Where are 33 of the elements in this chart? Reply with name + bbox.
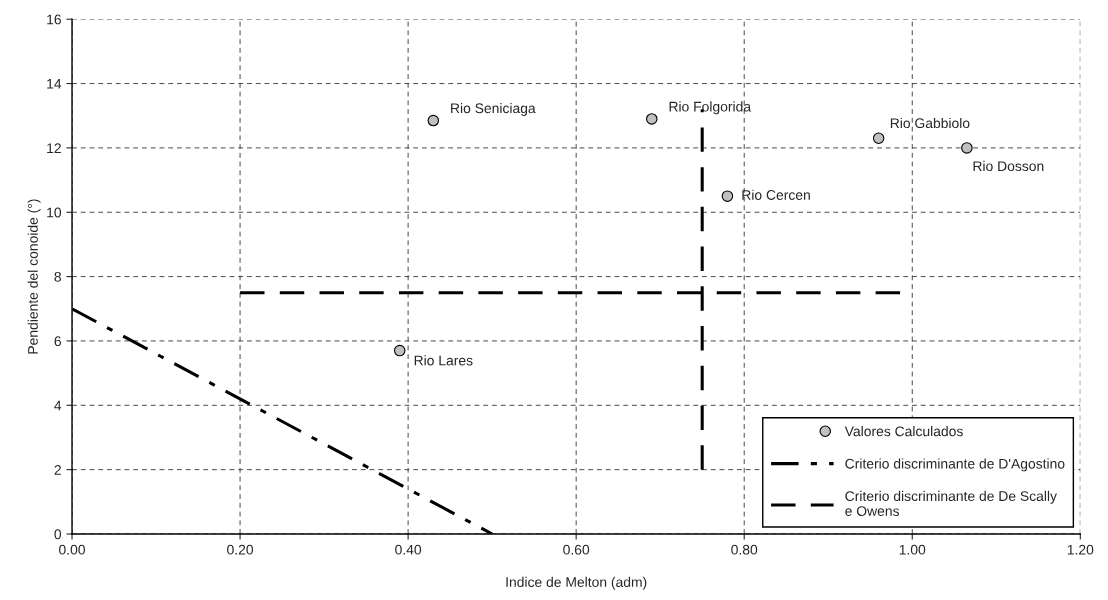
- annotation: Rio Lares: [414, 355, 473, 366]
- legend-label: Criterio discriminante de D'Agostino: [845, 458, 1065, 472]
- y-tick-label: 4: [54, 400, 62, 411]
- y-axis-title: Pendiente del conoide (°): [27, 199, 41, 354]
- point: [872, 132, 885, 145]
- x-tick-label: 0.80: [731, 544, 758, 555]
- y-tick-label: 6: [54, 336, 61, 347]
- point: [646, 113, 658, 125]
- y-tick-label: 0: [54, 529, 62, 540]
- legend-label: Criterio discriminante de De Scally e Owens: [845, 490, 1057, 516]
- annotation: Rio Folgorida: [669, 101, 752, 115]
- y-tick-label: 2: [54, 464, 61, 475]
- annotation: Rio Cercen: [742, 189, 810, 200]
- y-tick-label: 14: [47, 79, 62, 89]
- annotation: Rio Gabbiolo: [890, 117, 970, 129]
- x-tick-label: 0.40: [395, 544, 422, 555]
- x-tick-label: 1.20: [1067, 544, 1094, 555]
- point: [961, 142, 973, 154]
- point: [427, 114, 440, 127]
- y-tick-label: 16: [47, 14, 61, 25]
- y-tick-label: 10: [47, 207, 62, 218]
- x-axis-title: Indice de Melton (adm): [506, 576, 647, 590]
- x-tick-label: 1.00: [899, 544, 926, 555]
- legend-label: Valores Calculados: [844, 426, 963, 437]
- annotation: Rio Seniciaga: [451, 102, 536, 116]
- point: [393, 344, 406, 357]
- y-tick-label: 12: [47, 143, 61, 153]
- annotation: Rio Dosson: [973, 160, 1044, 172]
- x-tick-label: 0.00: [59, 544, 85, 555]
- x-tick-label: 0.60: [563, 544, 590, 555]
- x-tick-label: 0.20: [227, 544, 254, 555]
- y-tick-label: 8: [54, 271, 61, 282]
- point: [721, 190, 734, 202]
